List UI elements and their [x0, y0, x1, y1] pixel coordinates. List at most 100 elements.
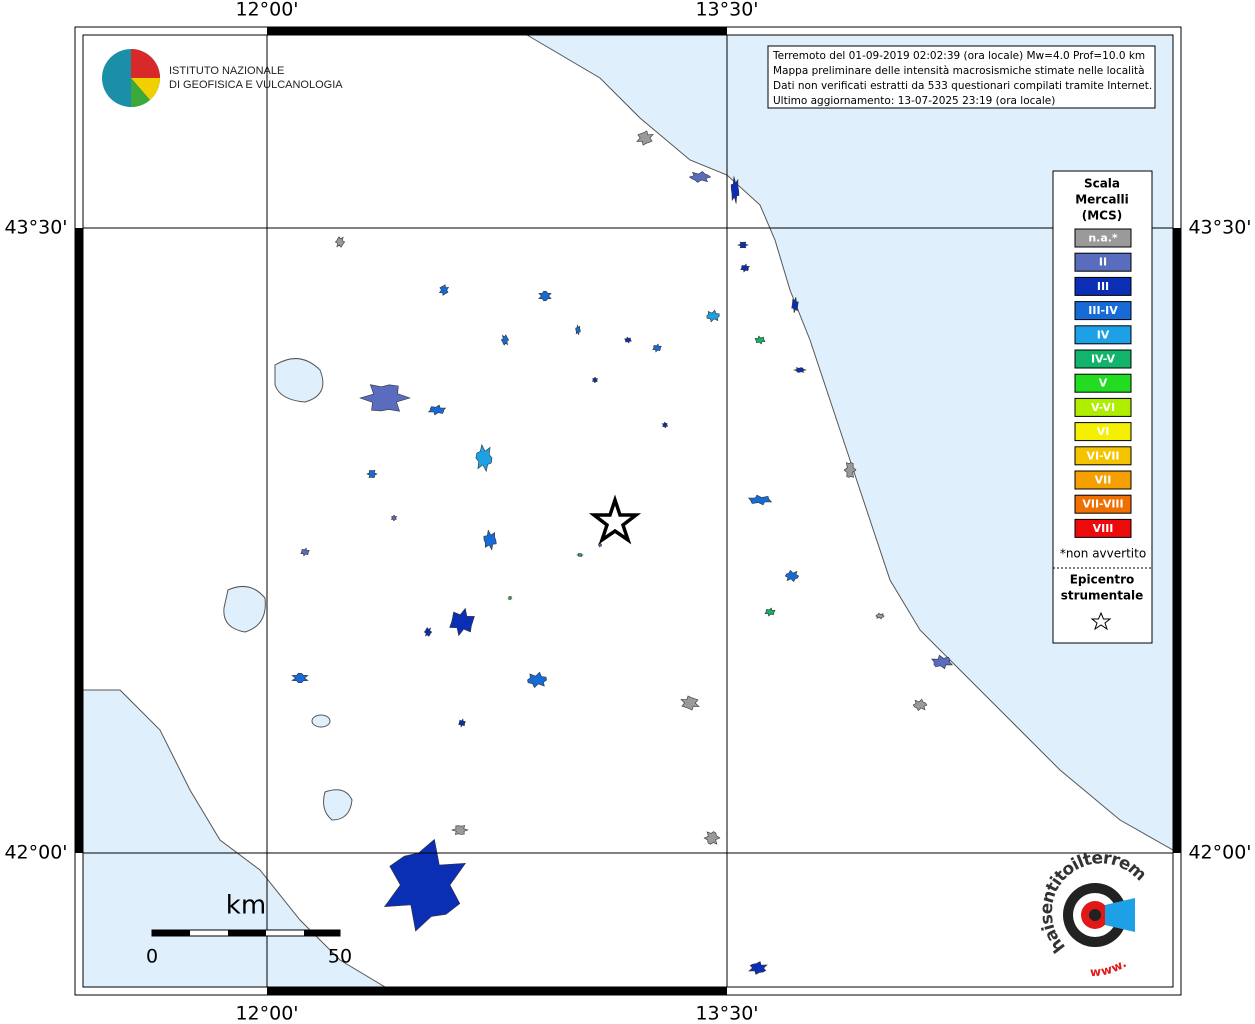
- frame-bar: [1173, 228, 1181, 853]
- locality: [449, 607, 475, 637]
- locality: [475, 443, 493, 473]
- locality: [576, 553, 584, 557]
- lon-label: 13°30': [695, 0, 758, 21]
- locality: [748, 961, 768, 975]
- locality: [598, 542, 602, 548]
- info-line: Mappa preliminare delle intensità macros…: [773, 65, 1145, 77]
- legend-swatch: [1074, 446, 1132, 466]
- locality: [688, 171, 712, 183]
- locality: [500, 334, 510, 346]
- coordinate-labels: 12°00' 13°30' 12°00' 13°30' 43°30' 42°00…: [4, 0, 1251, 1024]
- frame-bar: [75, 228, 83, 853]
- lake: [223, 585, 266, 633]
- legend-label: IV-V: [1091, 353, 1116, 366]
- locality: [334, 236, 346, 248]
- info-line: Ultimo aggiornamento: 13-07-2025 23:19 (…: [773, 95, 1055, 107]
- locality: [507, 596, 513, 601]
- lon-label: 12°00': [235, 0, 298, 21]
- legend-epicenter: strumentale: [1061, 589, 1144, 603]
- locality: [793, 367, 807, 373]
- scale-bar: km 0 50: [146, 891, 352, 968]
- legend-title: Mercalli: [1075, 193, 1129, 207]
- info-line: Terremoto del 01-09-2019 02:02:39 (ora l…: [772, 50, 1145, 62]
- badge-horn: [1105, 898, 1135, 932]
- scale-label: 0: [146, 946, 158, 968]
- logo: ISTITUTO NAZIONALE DI GEOFISICA E VULCAN…: [102, 49, 343, 108]
- legend-swatch: [1074, 422, 1132, 442]
- locality: [366, 469, 378, 479]
- legend-swatch: [1074, 518, 1132, 538]
- logo-sector: [131, 78, 161, 100]
- locality: [483, 529, 497, 551]
- legend-title: Scala: [1084, 177, 1120, 191]
- locality: [754, 335, 766, 345]
- frame-bar: [267, 27, 727, 35]
- scale-unit: km: [226, 891, 266, 921]
- locality: [538, 291, 552, 302]
- locality: [764, 607, 776, 617]
- locality: [636, 130, 654, 146]
- scale-bar-segment: [304, 930, 340, 936]
- localities: [291, 130, 953, 975]
- locality: [706, 309, 720, 323]
- legend-label: V: [1099, 377, 1108, 390]
- locality: [390, 515, 398, 521]
- locality: [591, 377, 599, 384]
- locality: [680, 695, 700, 711]
- locality: [931, 654, 953, 670]
- legend-swatch: [1074, 301, 1132, 321]
- lon-label: 13°30': [695, 1003, 758, 1024]
- info-frame: [767, 45, 1156, 109]
- lat-label: 43°30': [4, 217, 67, 239]
- logo-sector: [131, 78, 150, 108]
- legend-label: n.a.*: [1088, 232, 1118, 245]
- locality: [383, 838, 467, 932]
- locality: [737, 241, 749, 249]
- scale-bar-segment: [152, 930, 190, 936]
- locality: [291, 672, 309, 683]
- legend-note: *non avvertito: [1060, 547, 1146, 561]
- legend-label: VI: [1097, 425, 1110, 438]
- lake: [323, 789, 353, 821]
- locality: [730, 176, 740, 204]
- legend-swatch: [1074, 470, 1132, 490]
- legend-label: VII: [1095, 474, 1112, 487]
- sea: [525, 34, 1174, 851]
- locality: [912, 698, 928, 711]
- legend-swatch: [1074, 252, 1132, 272]
- legend-label: V-VI: [1091, 401, 1115, 414]
- legend-label: VI-VII: [1086, 449, 1119, 462]
- legend-swatch: [1074, 349, 1132, 369]
- legend-swatch: [1074, 276, 1132, 296]
- locality: [791, 297, 799, 313]
- locality: [458, 718, 466, 728]
- legend-star: [1090, 611, 1112, 631]
- legend-label: III-IV: [1088, 304, 1118, 317]
- locality: [747, 494, 773, 506]
- legend-swatch: [1074, 228, 1132, 248]
- locality: [624, 336, 632, 344]
- logo-text: ISTITUTO NAZIONALE: [169, 65, 284, 77]
- legend-title: (MCS): [1082, 209, 1123, 223]
- legend-swatch: [1074, 373, 1132, 393]
- legend-label: IV: [1097, 328, 1110, 341]
- locality: [359, 384, 411, 412]
- logo-sector: [131, 49, 160, 78]
- logo-text: DI GEOFISICA E VULCANOLOGIA: [169, 79, 343, 91]
- locality: [451, 825, 469, 835]
- legend-label: VIII: [1093, 522, 1114, 535]
- legend-swatch: [1074, 494, 1132, 514]
- locality: [438, 284, 450, 296]
- locality: [784, 569, 799, 583]
- legend-label: II: [1099, 256, 1107, 269]
- locality: [740, 263, 750, 273]
- locality: [423, 627, 433, 637]
- legend-label: VII-VIII: [1082, 498, 1123, 511]
- legend-swatch: [1074, 397, 1132, 417]
- locality: [527, 671, 547, 689]
- frame-bar: [267, 987, 727, 995]
- legend-swatch: [1074, 325, 1132, 345]
- lon-label: 12°00': [235, 1003, 298, 1024]
